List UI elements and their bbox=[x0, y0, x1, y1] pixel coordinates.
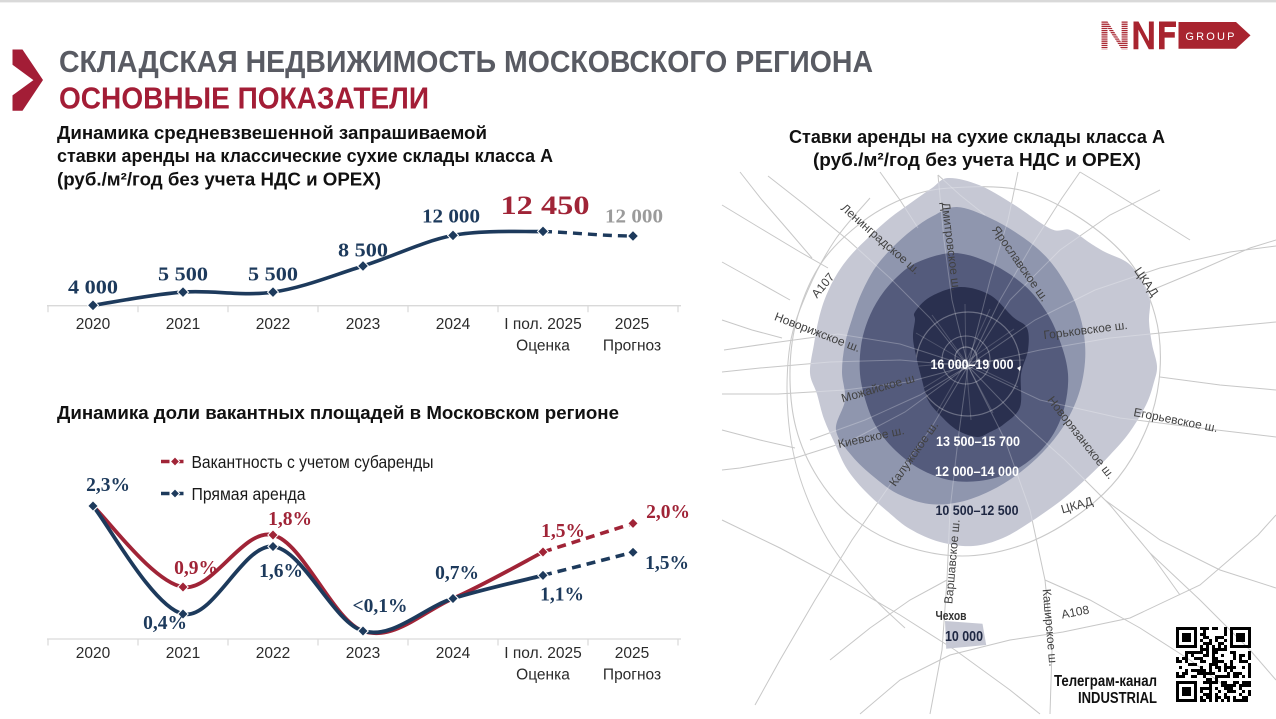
svg-text:2023: 2023 bbox=[346, 316, 380, 333]
svg-text:2021: 2021 bbox=[166, 645, 200, 662]
svg-text:2024: 2024 bbox=[436, 645, 471, 662]
svg-text:Каширское ш.: Каширское ш. bbox=[1040, 588, 1061, 667]
svg-text:Прогноз: Прогноз bbox=[603, 667, 661, 684]
svg-text:10 000: 10 000 bbox=[945, 628, 983, 645]
svg-text:I пол. 2025: I пол. 2025 bbox=[504, 316, 581, 333]
svg-text:12 000: 12 000 bbox=[422, 206, 480, 228]
svg-text:0,4%: 0,4% bbox=[143, 613, 187, 634]
svg-text:2,0%: 2,0% bbox=[646, 502, 690, 523]
svg-text:Динамика средневзвешенной запр: Динамика средневзвешенной запрашиваемой bbox=[57, 123, 487, 143]
svg-text:0,9%: 0,9% bbox=[174, 558, 218, 579]
svg-text:1,1%: 1,1% bbox=[540, 585, 584, 606]
svg-text:2023: 2023 bbox=[346, 645, 380, 662]
svg-text:(руб./м²/год без учета НДС и O: (руб./м²/год без учета НДС и OPEX) bbox=[813, 149, 1141, 170]
svg-text:2020: 2020 bbox=[76, 645, 111, 662]
svg-text:<0,1%: <0,1% bbox=[353, 596, 408, 617]
svg-text:Прогноз: Прогноз bbox=[603, 338, 661, 355]
svg-text:16 000–19 000: 16 000–19 000 bbox=[931, 357, 1014, 372]
svg-text:Оценка: Оценка bbox=[516, 667, 570, 684]
svg-text:GROUP: GROUP bbox=[1185, 31, 1236, 43]
svg-text:2021: 2021 bbox=[166, 316, 200, 333]
svg-text:0,7%: 0,7% bbox=[435, 563, 479, 584]
svg-text:4 000: 4 000 bbox=[68, 277, 118, 299]
svg-text:А108: А108 bbox=[1060, 602, 1091, 621]
svg-text:12 450: 12 450 bbox=[501, 191, 590, 220]
svg-text:2020: 2020 bbox=[76, 316, 111, 333]
svg-text:12 000: 12 000 bbox=[605, 206, 663, 228]
svg-text:12 000–14 000: 12 000–14 000 bbox=[935, 464, 1019, 479]
svg-text:Вакантность с учетом субаренды: Вакантность с учетом субаренды bbox=[192, 452, 434, 472]
svg-text:Телеграм-канал: Телеграм-канал bbox=[1054, 673, 1157, 690]
svg-text:1,6%: 1,6% bbox=[259, 561, 303, 582]
svg-text:Оценка: Оценка bbox=[516, 338, 570, 355]
svg-text:Прямая аренда: Прямая аренда bbox=[192, 484, 306, 504]
svg-text:ОСНОВНЫЕ ПОКАЗАТЕЛИ: ОСНОВНЫЕ ПОКАЗАТЕЛИ bbox=[59, 82, 429, 116]
svg-text:8 500: 8 500 bbox=[338, 240, 388, 262]
svg-text:5 500: 5 500 bbox=[248, 264, 298, 286]
svg-text:(руб./м²/год без учета НДС и O: (руб./м²/год без учета НДС и OPEX) bbox=[57, 170, 381, 190]
svg-text:2025: 2025 bbox=[615, 645, 649, 662]
svg-text:5 500: 5 500 bbox=[158, 264, 208, 286]
svg-text:2,3%: 2,3% bbox=[86, 475, 130, 496]
svg-text:1,8%: 1,8% bbox=[268, 509, 312, 530]
svg-text:2022: 2022 bbox=[256, 316, 290, 333]
svg-text:INDUSTRIAL: INDUSTRIAL bbox=[1078, 690, 1157, 707]
svg-text:1,5%: 1,5% bbox=[645, 553, 689, 574]
svg-text:10 500–12 500: 10 500–12 500 bbox=[936, 503, 1019, 518]
svg-text:2024: 2024 bbox=[436, 316, 471, 333]
svg-text:ставки аренды на классические: ставки аренды на классические сухие скла… bbox=[57, 146, 553, 166]
svg-text:1,5%: 1,5% bbox=[541, 521, 585, 542]
svg-text:2025: 2025 bbox=[615, 316, 649, 333]
svg-text:СКЛАДСКАЯ НЕДВИЖИМОСТЬ МОСКОВС: СКЛАДСКАЯ НЕДВИЖИМОСТЬ МОСКОВСКОГО РЕГИО… bbox=[59, 45, 873, 79]
svg-text:Динамика доли вакантных площад: Динамика доли вакантных площадей в Моско… bbox=[57, 403, 619, 423]
svg-text:I пол. 2025: I пол. 2025 bbox=[504, 645, 581, 662]
svg-text:Чехов: Чехов bbox=[936, 609, 967, 623]
svg-text:2022: 2022 bbox=[256, 645, 290, 662]
svg-text:Ставки аренды на сухие склады: Ставки аренды на сухие склады класса А bbox=[789, 126, 1165, 147]
svg-text:13 500–15 700: 13 500–15 700 bbox=[936, 434, 1020, 449]
